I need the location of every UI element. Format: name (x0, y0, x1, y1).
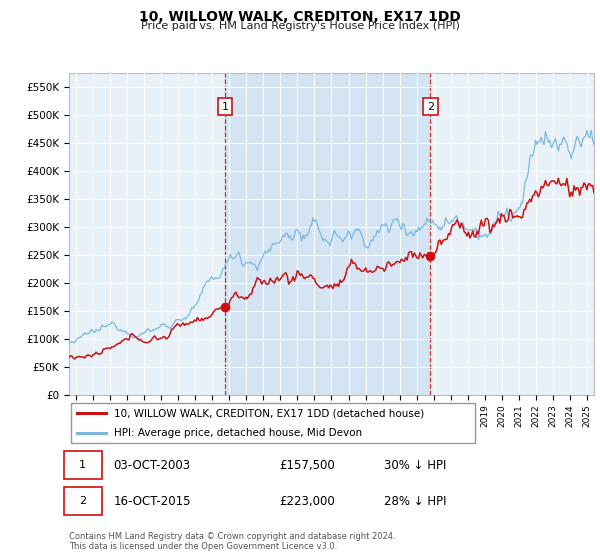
Bar (225, 73, 430, 395)
FancyBboxPatch shape (64, 487, 101, 515)
Text: 1: 1 (79, 460, 86, 470)
FancyBboxPatch shape (71, 403, 475, 444)
Text: HPI: Average price, detached house, Mid Devon: HPI: Average price, detached house, Mid … (114, 428, 362, 438)
Text: 10, WILLOW WALK, CREDITON, EX17 1DD (detached house): 10, WILLOW WALK, CREDITON, EX17 1DD (det… (114, 408, 424, 418)
Text: 28% ↓ HPI: 28% ↓ HPI (384, 494, 446, 508)
Text: Contains HM Land Registry data © Crown copyright and database right 2024.
This d: Contains HM Land Registry data © Crown c… (69, 532, 395, 552)
Text: 1: 1 (221, 101, 229, 111)
Text: 03-OCT-2003: 03-OCT-2003 (113, 459, 191, 472)
Text: 2: 2 (79, 496, 86, 506)
Text: 2: 2 (427, 101, 434, 111)
FancyBboxPatch shape (64, 451, 101, 479)
Text: Price paid vs. HM Land Registry's House Price Index (HPI): Price paid vs. HM Land Registry's House … (140, 21, 460, 31)
Text: £157,500: £157,500 (279, 459, 335, 472)
Text: 16-OCT-2015: 16-OCT-2015 (113, 494, 191, 508)
Text: £223,000: £223,000 (279, 494, 335, 508)
Text: 10, WILLOW WALK, CREDITON, EX17 1DD: 10, WILLOW WALK, CREDITON, EX17 1DD (139, 10, 461, 24)
Text: 30% ↓ HPI: 30% ↓ HPI (384, 459, 446, 472)
